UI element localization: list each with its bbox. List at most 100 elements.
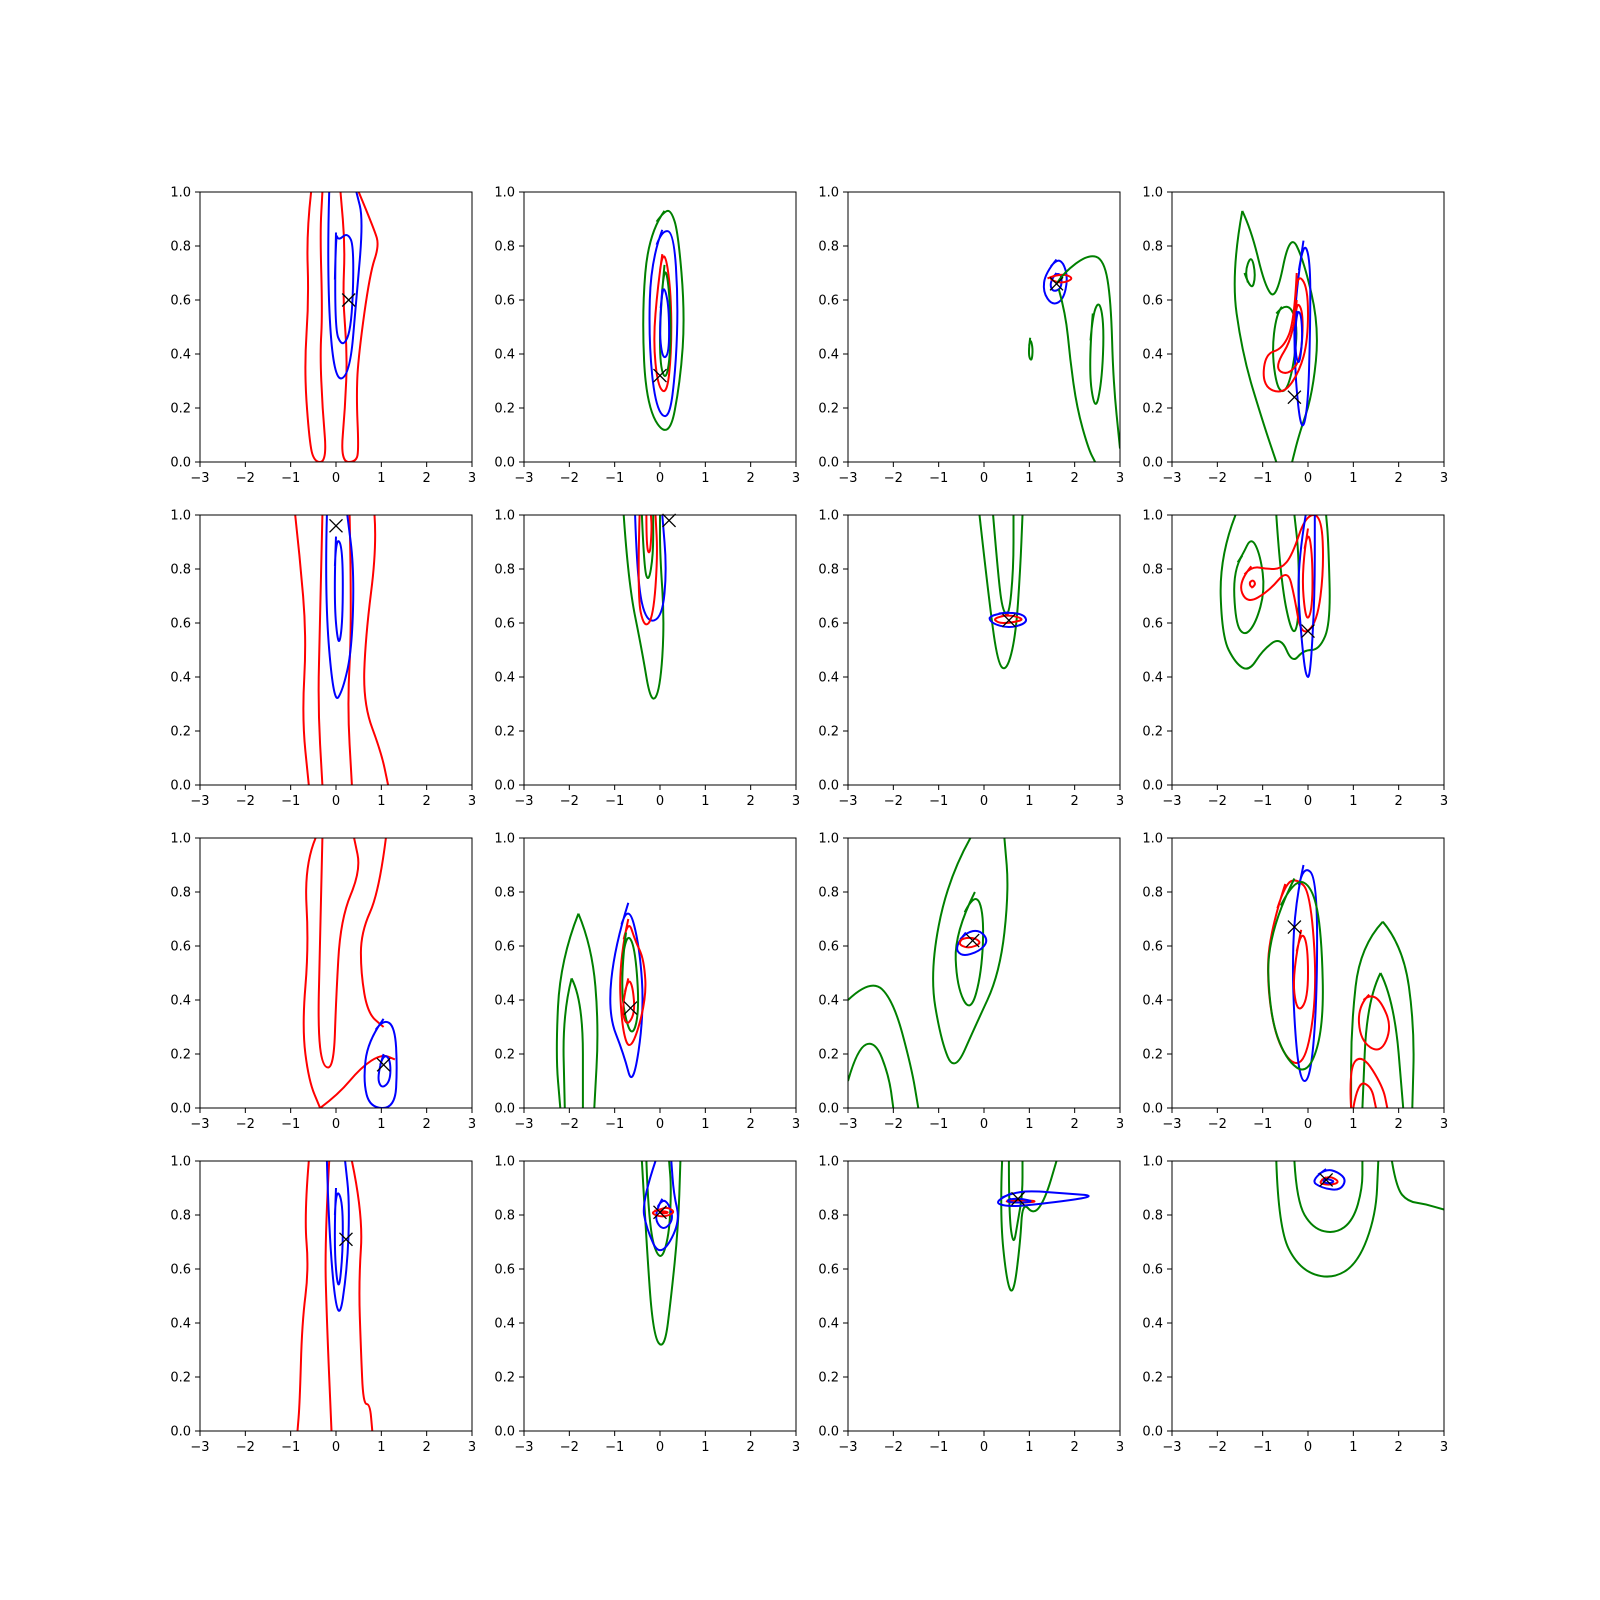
blue-contour-line: [333, 536, 344, 642]
y-tick-label: 0.2: [818, 725, 839, 740]
blue-contour-line: [1006, 1197, 1032, 1204]
x-tick-label: −1: [1253, 1440, 1272, 1455]
red-contour-line: [619, 918, 647, 1046]
y-tick-label: 0.0: [1142, 456, 1163, 471]
y-tick-label: 1.0: [170, 1155, 191, 1170]
x-tick-label: 0: [980, 794, 988, 809]
y-tick-label: 0.6: [1142, 617, 1163, 632]
y-tick-label: 0.2: [494, 1048, 515, 1063]
green-contour-line: [1233, 540, 1265, 635]
x-tick-label: −1: [605, 1117, 624, 1132]
red-contour-line: [296, 1161, 310, 1431]
red-contour-line: [651, 1206, 675, 1218]
x-tick-label: 1: [377, 1117, 385, 1132]
y-tick-label: 0.8: [494, 563, 515, 578]
x-tick-label: 3: [792, 471, 800, 486]
y-tick-label: 0.4: [494, 348, 515, 363]
y-tick-label: 1.0: [818, 509, 839, 524]
x-tick-label: −3: [838, 1440, 857, 1455]
green-contour-line: [1275, 515, 1300, 633]
x-tick-label: 2: [1395, 1440, 1403, 1455]
blue-contour-line: [327, 192, 363, 380]
green-contour-line: [1379, 972, 1405, 1108]
red-contour-line: [1262, 272, 1309, 393]
x-tick-label: −2: [1208, 1117, 1227, 1132]
y-tick-label: 0.2: [494, 402, 515, 417]
red-contour-line: [317, 515, 324, 785]
x-tick-label: −2: [560, 1440, 579, 1455]
y-tick-label: 0.2: [170, 1371, 191, 1386]
y-tick-label: 0.2: [1142, 725, 1163, 740]
y-tick-label: 0.0: [818, 456, 839, 471]
x-tick-label: 2: [423, 1117, 431, 1132]
x-tick-label: 0: [1304, 1117, 1312, 1132]
x-tick-label: −2: [236, 1117, 255, 1132]
x-tick-label: −2: [1208, 1440, 1227, 1455]
red-contour-line: [653, 253, 673, 393]
y-tick-label: 0.8: [1142, 240, 1163, 255]
green-contour-line: [622, 515, 665, 700]
y-tick-label: 0.6: [818, 294, 839, 309]
x-tick-label: 3: [792, 794, 800, 809]
green-contour-line: [640, 1161, 682, 1346]
x-tick-label: −2: [560, 1117, 579, 1132]
y-tick-label: 1.0: [1142, 832, 1163, 847]
x-tick-label: 1: [1349, 794, 1357, 809]
contour-group: [304, 192, 379, 462]
y-tick-label: 0.0: [1142, 1102, 1163, 1117]
x-tick-label: 3: [1440, 471, 1448, 486]
green-contour-line: [1089, 303, 1105, 405]
x-tick-label: 1: [1349, 1440, 1357, 1455]
y-tick-label: 0.4: [494, 994, 515, 1009]
x-tick-label: 2: [423, 471, 431, 486]
x-tick-label: −3: [514, 794, 533, 809]
red-contour-line: [294, 515, 310, 785]
y-tick-label: 0.8: [1142, 563, 1163, 578]
green-contour-line: [1361, 972, 1382, 1108]
x-tick-label: 0: [656, 1117, 664, 1132]
x-tick-label: −3: [838, 794, 857, 809]
x-tick-label: −1: [1253, 1117, 1272, 1132]
x-tick-label: −1: [281, 1117, 300, 1132]
green-contour-line: [621, 932, 640, 1033]
green-contour-line: [1007, 1161, 1024, 1241]
y-tick-label: 0.4: [1142, 994, 1163, 1009]
y-tick-label: 0.8: [170, 1209, 191, 1224]
y-tick-label: 0.6: [494, 940, 515, 955]
x-tick-label: 2: [747, 794, 755, 809]
red-contour-line: [637, 515, 658, 626]
y-tick-label: 0.4: [818, 1317, 839, 1332]
x-tick-label: −3: [838, 1117, 857, 1132]
x-tick-label: 0: [980, 471, 988, 486]
red-contour-line: [1301, 528, 1314, 619]
y-tick-label: 0.4: [1142, 671, 1163, 686]
x-tick-label: 2: [423, 1440, 431, 1455]
blue-contour-line: [655, 1198, 673, 1229]
x-tick-label: 3: [468, 1440, 476, 1455]
green-contour-line: [848, 1042, 895, 1108]
y-tick-label: 0.6: [818, 617, 839, 632]
green-contour-line: [562, 978, 573, 1108]
x-tick-label: 2: [747, 1117, 755, 1132]
subplot-4-2: −3 −2 −1 0 1 2 3 0.0 0.2 0.4 0.6 0.8 1.0: [494, 1155, 800, 1456]
blue-contour-line: [325, 515, 355, 700]
x-tick-label: 2: [747, 1440, 755, 1455]
y-tick-label: 0.6: [170, 294, 191, 309]
green-contour-line: [577, 913, 599, 1108]
x-tick-label: −1: [929, 1440, 948, 1455]
red-contour-line: [324, 1161, 333, 1431]
x-tick-label: 0: [1304, 471, 1312, 486]
x-tick-label: −3: [1162, 471, 1181, 486]
x-tick-label: 3: [1116, 794, 1124, 809]
red-contour-line: [317, 838, 360, 1069]
x-tick-label: −3: [190, 1440, 209, 1455]
y-tick-label: 0.0: [170, 1102, 191, 1117]
contour-group: [1028, 255, 1120, 462]
green-contour-line: [1390, 1161, 1444, 1211]
y-tick-label: 1.0: [1142, 1155, 1163, 1170]
y-tick-label: 0.4: [818, 348, 839, 363]
y-tick-label: 0.8: [494, 1209, 515, 1224]
x-marker: [1011, 1191, 1025, 1206]
contour-group: [622, 515, 667, 700]
contour-group: [642, 209, 685, 431]
